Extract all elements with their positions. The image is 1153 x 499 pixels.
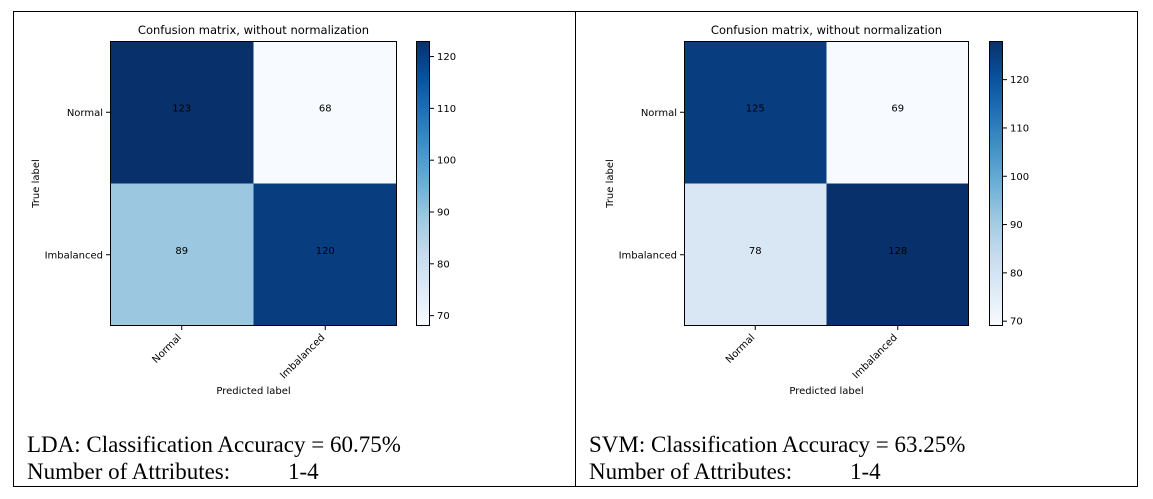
svm-matrix-cell-0-1 <box>826 41 969 184</box>
lda-x-tick-label-0: Normal <box>151 332 184 365</box>
lda-colorbar-tick-label-5: 120 <box>437 52 456 63</box>
lda-y-tick-label-1: Imbalanced <box>45 250 103 261</box>
lda-matrix-frame <box>110 41 397 326</box>
svm-colorbar-tick-label-3: 100 <box>1010 172 1029 183</box>
lda-x-axis-label: Predicted label <box>216 386 290 397</box>
lda-attributes-value: 1-4 <box>288 459 319 484</box>
svm-colorbar-tick-label-4: 110 <box>1010 123 1029 134</box>
svm-colorbar-tick-label-2: 90 <box>1010 220 1023 231</box>
svm-cell-value-1-0: 78 <box>749 246 762 257</box>
lda-colorbar-tick-label-3: 100 <box>437 156 456 167</box>
lda-accuracy-caption: LDA: Classification Accuracy = 60.75% <box>27 432 401 457</box>
lda-matrix-cell-0-0 <box>110 41 254 184</box>
lda-colorbar-tick-label-2: 90 <box>437 208 450 219</box>
lda-y-tick-label-0: Normal <box>67 108 103 119</box>
svm-y-tick-label-0: Normal <box>641 108 677 119</box>
lda-matrix-cell-1-0 <box>110 183 254 326</box>
lda-colorbar-frame <box>416 41 430 326</box>
svm-colorbar-tick-label-1: 80 <box>1010 268 1023 279</box>
svm-attributes-label: Number of Attributes: <box>589 459 793 484</box>
svm-y-axis-label: True label <box>605 159 616 209</box>
lda-confusion-matrix: Confusion matrix, without normalization 1… <box>31 23 456 397</box>
lda-cell-value-1-1: 120 <box>316 246 335 257</box>
svm-x-axis-label: Predicted label <box>789 386 863 397</box>
svm-cell-value-0-1: 69 <box>891 103 904 114</box>
svm-cell-value-1-1: 128 <box>888 246 907 257</box>
lda-cell-value-0-1: 68 <box>319 103 332 114</box>
svm-confusion-matrix: Confusion matrix, without normalization 1… <box>605 23 1029 397</box>
lda-attributes-label: Number of Attributes: <box>27 459 231 484</box>
lda-matrix-cell-1-1 <box>253 183 397 326</box>
svm-matrix-cell-1-1 <box>826 183 969 326</box>
svm-x-tick-label-1: Imbalanced <box>851 332 900 381</box>
svm-attributes-value: 1-4 <box>850 459 881 484</box>
lda-matrix-cell-0-1 <box>253 41 397 184</box>
lda-colorbar-tick-label-0: 70 <box>437 311 450 322</box>
lda-colorbar-tick-label-4: 110 <box>437 104 456 115</box>
lda-cell-value-0-0: 123 <box>172 103 191 114</box>
svm-y-tick-label-1: Imbalanced <box>619 250 677 261</box>
lda-cell-value-1-0: 89 <box>175 246 188 257</box>
lda-chart-title: Confusion matrix, without normalization <box>138 23 369 37</box>
svm-chart-title: Confusion matrix, without normalization <box>711 23 942 37</box>
svm-colorbar-tick-label-5: 120 <box>1010 75 1029 86</box>
svm-matrix-cell-0-0 <box>684 41 827 184</box>
svm-matrix-frame <box>684 41 969 326</box>
svm-cell-value-0-0: 125 <box>746 103 765 114</box>
lda-colorbar <box>416 41 430 326</box>
svm-x-tick-label-0: Normal <box>724 332 757 365</box>
svm-matrix-cell-1-0 <box>684 183 827 326</box>
lda-x-tick-label-1: Imbalanced <box>278 332 327 381</box>
lda-colorbar-tick-label-1: 80 <box>437 259 450 270</box>
svm-colorbar-frame <box>989 41 1003 326</box>
svm-accuracy-caption: SVM: Classification Accuracy = 63.25% <box>589 432 966 457</box>
lda-y-axis-label: True label <box>31 159 42 209</box>
svm-colorbar <box>989 41 1003 326</box>
svm-colorbar-tick-label-0: 70 <box>1010 317 1023 328</box>
